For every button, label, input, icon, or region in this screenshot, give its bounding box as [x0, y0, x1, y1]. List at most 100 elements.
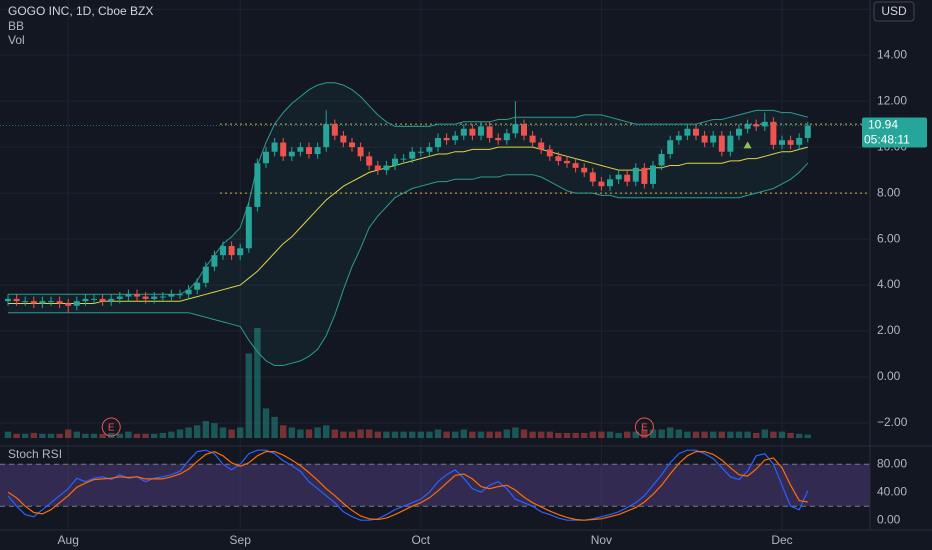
candle-body	[314, 147, 321, 155]
candle-body	[615, 174, 622, 180]
volume-bar	[288, 427, 295, 438]
volume-bar	[761, 429, 768, 438]
indicator-label: Vol	[8, 33, 25, 47]
volume-bar	[486, 431, 493, 438]
volume-bar	[133, 433, 141, 438]
event-marker	[101, 417, 121, 437]
candle-body	[228, 245, 235, 256]
axes	[0, 0, 932, 531]
volume-bar	[314, 427, 321, 438]
candle-body	[22, 301, 29, 303]
y-tick-label: 4.00	[877, 277, 901, 291]
signal-marker	[743, 141, 752, 149]
volume-bar	[237, 427, 244, 438]
volume-bar	[735, 431, 743, 438]
candle-body	[650, 165, 656, 184]
candle-body	[340, 135, 347, 143]
grid	[0, 0, 870, 530]
volume-bar	[804, 434, 811, 438]
candle-body	[116, 296, 123, 299]
candle-body	[254, 163, 261, 207]
candle-body	[263, 151, 269, 164]
candle-body	[701, 135, 708, 143]
volume-bar	[262, 408, 270, 438]
currency-button	[873, 1, 915, 22]
stoch-title: Stoch RSI	[8, 447, 62, 461]
candle-body	[478, 126, 484, 136]
candle-body	[727, 135, 734, 152]
volume-bar	[108, 432, 115, 438]
candle-body	[237, 248, 244, 256]
candle-body	[65, 303, 72, 306]
volume-bar	[426, 431, 433, 438]
bb-fill	[8, 82, 808, 366]
candle-body	[598, 181, 605, 187]
volume-bar	[357, 429, 364, 438]
volume-bar	[434, 429, 442, 438]
bb-upper	[8, 82, 808, 295]
candle-body	[159, 296, 166, 298]
volume-bar	[520, 429, 528, 438]
candle-body	[572, 163, 579, 168]
candle-body	[667, 140, 674, 155]
candle-body	[306, 147, 312, 155]
candle-body	[770, 121, 777, 145]
candle-body	[675, 135, 682, 141]
candle-body	[323, 124, 330, 148]
volume-bar	[245, 353, 252, 438]
stoch-pane	[0, 449, 870, 521]
bb-basis	[8, 146, 808, 304]
candle-body	[555, 156, 562, 161]
stoch-d	[7, 450, 808, 521]
candle-body	[779, 140, 785, 145]
candle-body	[624, 174, 631, 182]
volume-bar	[297, 429, 304, 438]
candle-body	[512, 124, 519, 134]
last-price-label: 10.94	[868, 118, 898, 132]
volume-bar	[82, 433, 89, 438]
volume-bar	[778, 431, 786, 438]
candle-body	[607, 179, 613, 187]
candle-body	[280, 142, 287, 157]
candle-body	[658, 154, 665, 166]
volume-bar	[718, 431, 725, 438]
y-tick-label: 0.00	[877, 369, 901, 383]
volume-bar	[228, 429, 235, 438]
candle-body	[134, 294, 140, 297]
volume-bar	[598, 431, 605, 438]
volume-bar	[90, 433, 98, 438]
candle-body	[469, 128, 476, 136]
candle-body	[529, 135, 536, 143]
candle-body	[546, 149, 553, 157]
candle-body	[641, 167, 648, 184]
volume-bar	[65, 429, 72, 438]
candle-body	[796, 137, 803, 145]
volume-bar	[271, 416, 278, 438]
candle-body	[409, 151, 416, 159]
volume-bar	[460, 429, 467, 438]
candle-body	[804, 125, 811, 138]
volume-bar	[589, 431, 596, 438]
y-tick-label: 2.00	[877, 323, 901, 337]
volume-bar	[417, 431, 424, 438]
x-tick-label: Aug	[58, 533, 79, 547]
volume-bar	[615, 432, 622, 438]
candle-body	[787, 140, 794, 145]
x-tick-label: Oct	[411, 533, 430, 547]
volume-bar	[512, 427, 519, 438]
volume-bar	[477, 431, 485, 438]
volume-bar	[606, 431, 614, 438]
candle-body	[177, 294, 183, 296]
volume-bar	[211, 423, 218, 438]
candle-body	[718, 135, 725, 152]
candle-body	[581, 167, 588, 173]
volume-bar	[202, 421, 209, 438]
volume-bar	[142, 433, 149, 438]
candle-body	[5, 298, 11, 302]
candle-body	[460, 128, 467, 136]
candle-body	[349, 142, 355, 148]
volume-bar	[176, 429, 184, 438]
stoch-k	[7, 449, 809, 521]
volume-bar	[323, 425, 330, 438]
